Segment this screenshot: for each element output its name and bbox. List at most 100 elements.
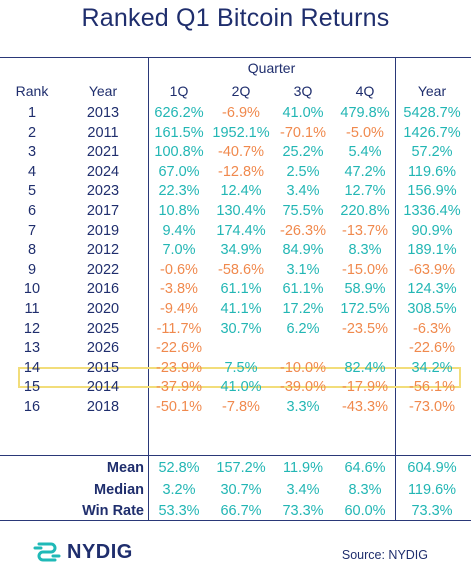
year-cell: 2016 bbox=[86, 281, 120, 298]
total-stat-cell: 604.9% bbox=[407, 460, 457, 476]
q3-return-cell: 61.1% bbox=[282, 281, 324, 298]
total-return-cell: -56.1% bbox=[409, 379, 455, 396]
q3-return-cell: 2.5% bbox=[286, 163, 320, 180]
rank-cell: 7 bbox=[27, 222, 37, 239]
year-cell: 2013 bbox=[86, 105, 120, 121]
rank-cell: 6 bbox=[27, 203, 37, 219]
q2-stat-cell: 66.7% bbox=[220, 503, 262, 519]
header-1q: 1Q bbox=[169, 83, 189, 99]
rank-cell: 2 bbox=[27, 124, 37, 141]
q3-stat-cell: 11.9% bbox=[282, 460, 324, 476]
table-row: 8 2012 7.0% 34.9% 84.9% 8.3% 189.1% bbox=[0, 240, 471, 260]
q4-stat-cell: 64.6% bbox=[344, 460, 386, 476]
total-stat-cell: 119.6% bbox=[407, 481, 457, 498]
year-cell: 2014 bbox=[86, 379, 120, 396]
total-return-cell: 124.3% bbox=[407, 281, 457, 298]
year-cell: 2024 bbox=[86, 163, 120, 180]
stats-row: Mean 52.8% 157.2% 11.9% 64.6% 604.9% bbox=[0, 458, 471, 478]
q3-return-cell: 75.5% bbox=[282, 203, 324, 219]
table-row: 3 2021 100.8% -40.7% 25.2% 5.4% 57.2% bbox=[0, 142, 471, 162]
q1-return-cell: -23.9% bbox=[156, 359, 202, 376]
q1-return-cell: -11.7% bbox=[156, 320, 202, 337]
q1-return-cell: 22.3% bbox=[158, 183, 200, 200]
table-row: 7 2019 9.4% 174.4% -26.3% -13.7% 90.9% bbox=[0, 221, 471, 241]
table-row: 10 2016 -3.8% 61.1% 61.1% 58.9% 124.3% bbox=[0, 279, 471, 299]
total-return-cell: -73.0% bbox=[409, 399, 455, 415]
table-row: 9 2022 -0.6% -58.6% 3.1% -15.0% -63.9% bbox=[0, 260, 471, 280]
q4-return-cell: -15.0% bbox=[342, 261, 388, 278]
rank-cell: 15 bbox=[23, 379, 41, 396]
q2-stat-cell: 157.2% bbox=[216, 460, 266, 476]
table-row: 2 2011 161.5% 1952.1% -70.1% -5.0% 1426.7% bbox=[0, 123, 471, 143]
year-cell: 2012 bbox=[86, 242, 120, 259]
q4-return-cell: -23.5% bbox=[342, 320, 388, 337]
q1-return-cell: -0.6% bbox=[160, 261, 198, 278]
q3-return-cell: -26.3% bbox=[280, 222, 326, 239]
header-rank: Rank bbox=[15, 83, 49, 99]
total-return-cell: 5428.7% bbox=[403, 105, 461, 121]
table-row: 12 2025 -11.7% 30.7% 6.2% -23.5% -6.3% bbox=[0, 319, 471, 339]
rank-cell: 11 bbox=[24, 301, 40, 317]
q2-return-cell: 130.4% bbox=[216, 203, 266, 219]
q4-return-cell: -17.9% bbox=[342, 379, 388, 396]
table-row: 13 2026 -22.6% -22.6% bbox=[0, 338, 471, 358]
year-cell: 2019 bbox=[86, 222, 120, 239]
q4-return-cell: -43.3% bbox=[342, 399, 388, 415]
stats-row: Median 3.2% 30.7% 3.4% 8.3% 119.6% bbox=[0, 480, 471, 500]
rank-cell: 10 bbox=[23, 281, 41, 298]
q1-return-cell: -37.9% bbox=[156, 379, 202, 396]
header-2q: 2Q bbox=[231, 83, 251, 99]
q1-return-cell: 100.8% bbox=[154, 144, 204, 161]
q1-return-cell: -3.8% bbox=[160, 281, 198, 298]
table-row: 15 2014 -37.9% 41.0% -39.0% -17.9% -56.1% bbox=[0, 377, 471, 397]
q1-return-cell: 626.2% bbox=[154, 105, 204, 121]
q4-stat-cell: 60.0% bbox=[344, 503, 386, 519]
q1-return-cell: -50.1% bbox=[156, 399, 202, 415]
q1-stat-cell: 52.8% bbox=[158, 460, 200, 476]
q2-return-cell: -6.9% bbox=[222, 105, 260, 121]
rank-cell: 3 bbox=[27, 144, 37, 161]
q4-return-cell: 12.7% bbox=[344, 183, 386, 200]
top-rule bbox=[0, 57, 471, 58]
header-4q: 4Q bbox=[355, 83, 375, 99]
q1-return-cell: 67.0% bbox=[158, 163, 200, 180]
q3-return-cell bbox=[272, 338, 334, 358]
q2-return-cell: 174.4% bbox=[216, 222, 266, 239]
year-cell: 2026 bbox=[86, 340, 120, 357]
rank-cell: 4 bbox=[27, 163, 37, 180]
q4-return-cell: 5.4% bbox=[348, 144, 382, 161]
column-divider-right bbox=[395, 57, 396, 521]
table-row: 16 2018 -50.1% -7.8% 3.3% -43.3% -73.0% bbox=[0, 397, 471, 417]
brand-logo: NYDIG bbox=[33, 540, 133, 564]
q1-return-cell: 161.5% bbox=[154, 124, 204, 141]
q2-return-cell: -40.7% bbox=[218, 144, 264, 161]
total-return-cell: -6.3% bbox=[413, 320, 451, 337]
total-return-cell: 90.9% bbox=[411, 222, 453, 239]
q4-return-cell bbox=[334, 338, 396, 358]
total-return-cell: -22.6% bbox=[409, 340, 455, 357]
q3-return-cell: 17.2% bbox=[282, 301, 324, 317]
q1-return-cell: 10.8% bbox=[158, 203, 200, 219]
total-return-cell: 308.5% bbox=[407, 301, 457, 317]
table-row: 6 2017 10.8% 130.4% 75.5% 220.8% 1336.4% bbox=[0, 201, 471, 221]
table-row: 1 2013 626.2% -6.9% 41.0% 479.8% 5428.7% bbox=[0, 103, 471, 123]
q3-return-cell: 84.9% bbox=[282, 242, 324, 259]
bottom-rule bbox=[0, 520, 471, 521]
q2-return-cell bbox=[210, 338, 272, 358]
total-stat-cell: 73.3% bbox=[411, 503, 453, 519]
header-quarter-group: Quarter bbox=[247, 60, 296, 76]
q3-return-cell: 3.3% bbox=[286, 399, 320, 415]
total-return-cell: 57.2% bbox=[411, 144, 453, 161]
page-title: Ranked Q1 Bitcoin Returns bbox=[81, 4, 390, 32]
rank-cell: 12 bbox=[23, 320, 41, 337]
total-return-cell: 119.6% bbox=[407, 163, 457, 180]
q4-return-cell: 479.8% bbox=[340, 105, 390, 121]
year-cell: 2021 bbox=[86, 144, 120, 161]
q2-return-cell: 12.4% bbox=[220, 183, 262, 200]
stats-label: Median bbox=[94, 481, 144, 498]
header-year: Year bbox=[88, 83, 118, 99]
q4-return-cell: -13.7% bbox=[342, 222, 388, 239]
q4-return-cell: 47.2% bbox=[344, 163, 386, 180]
header-3q: 3Q bbox=[293, 83, 313, 99]
rank-cell: 1 bbox=[27, 105, 37, 121]
